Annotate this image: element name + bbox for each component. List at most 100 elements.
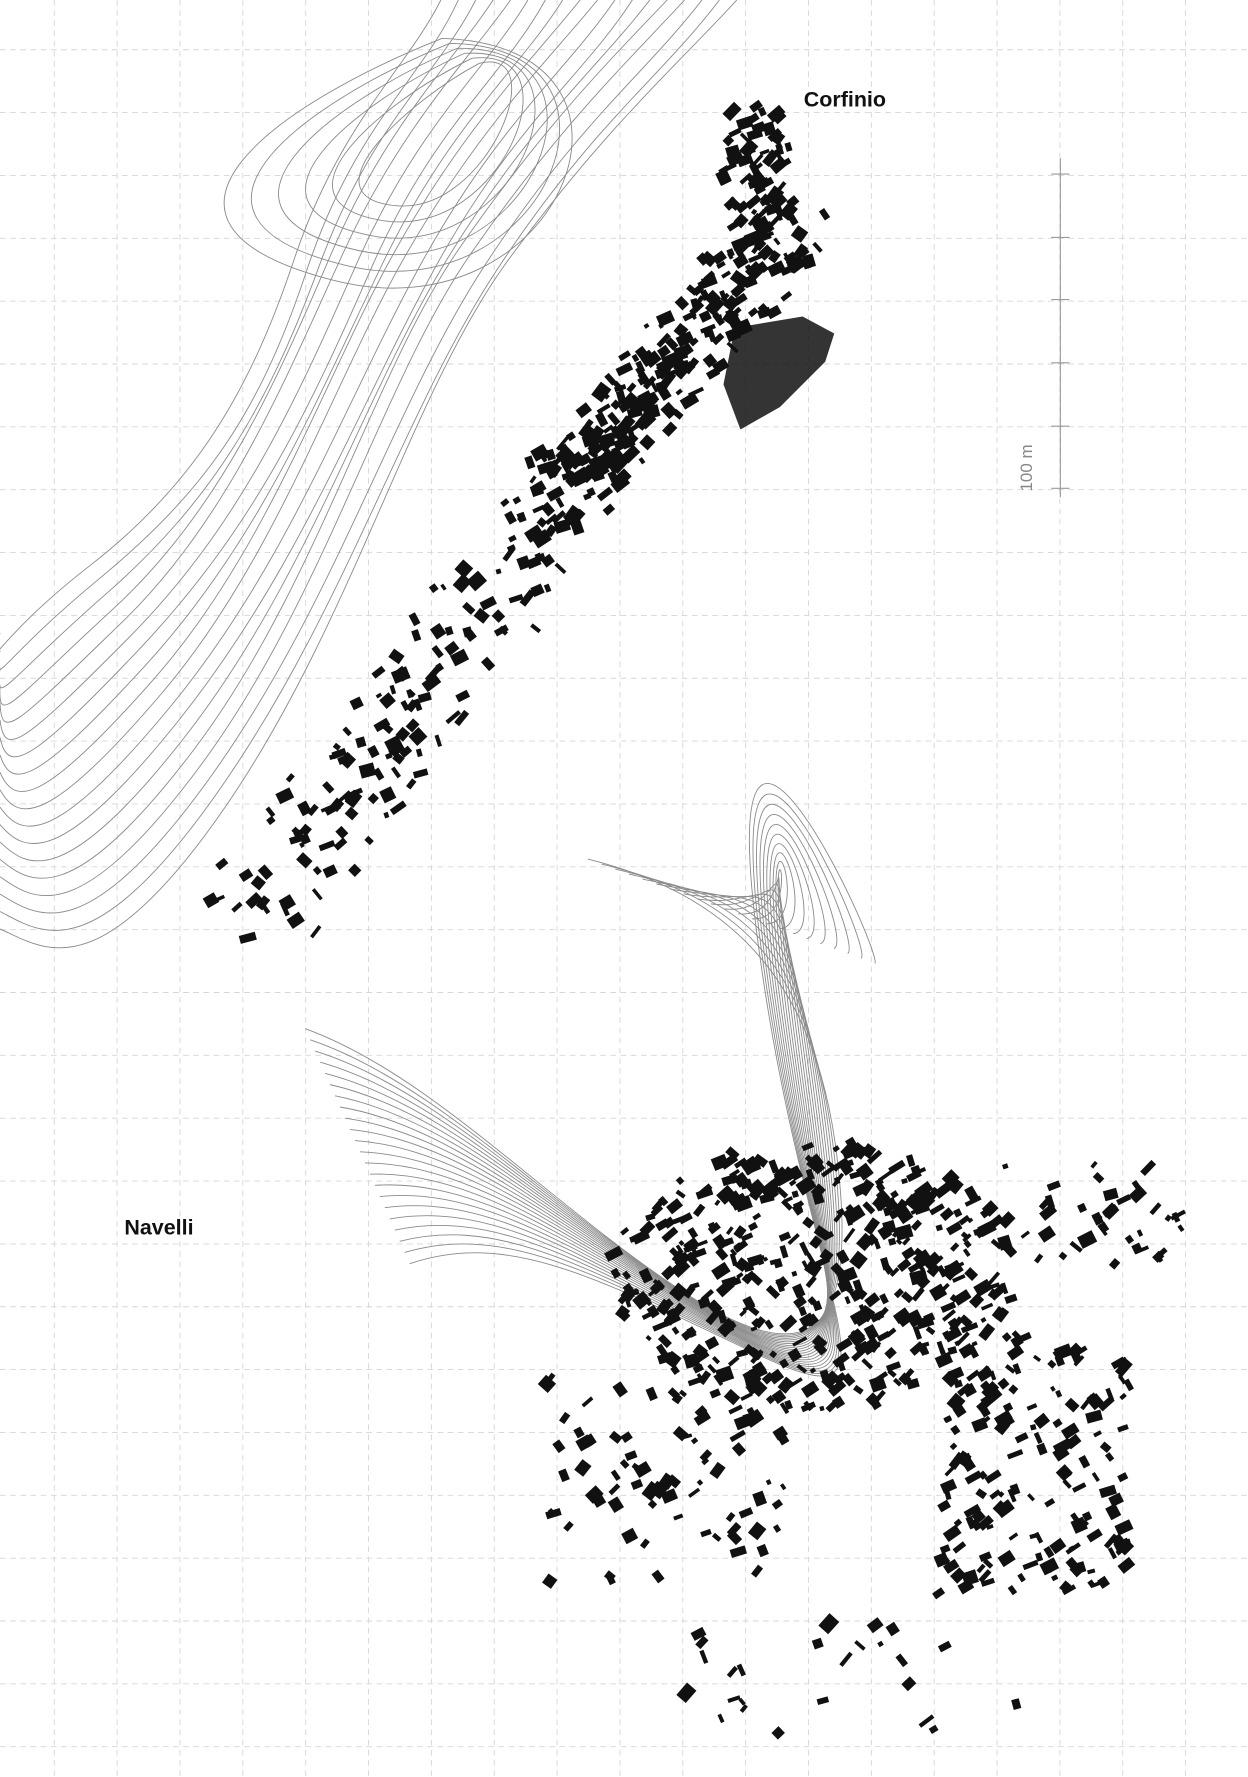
building [1069, 1563, 1083, 1578]
building [635, 365, 645, 376]
building [763, 1188, 779, 1203]
building [742, 1303, 756, 1312]
building [665, 337, 679, 351]
building [716, 1184, 737, 1205]
building [697, 1370, 712, 1385]
building [615, 390, 627, 406]
building [723, 1388, 741, 1406]
building [1077, 1202, 1088, 1214]
building [655, 358, 672, 371]
building [747, 307, 759, 318]
building [954, 1340, 961, 1347]
contour-line [0, 0, 616, 827]
building [764, 201, 783, 216]
building [610, 1267, 621, 1279]
building [278, 894, 296, 912]
building [889, 1199, 900, 1209]
building [769, 1350, 778, 1359]
building [656, 332, 671, 348]
building [1001, 1332, 1012, 1342]
building [717, 1309, 728, 1324]
building [832, 1145, 840, 1153]
building [726, 306, 742, 321]
building [1006, 1449, 1024, 1460]
building [749, 161, 760, 175]
building [801, 256, 812, 270]
building [711, 1261, 731, 1280]
building [661, 1226, 679, 1243]
building [778, 1231, 792, 1242]
building [858, 1178, 875, 1197]
building [646, 1304, 660, 1319]
building [978, 1365, 991, 1378]
building [778, 1434, 790, 1446]
building [662, 1216, 676, 1229]
building [901, 1178, 908, 1185]
building [516, 555, 532, 571]
building [845, 1203, 855, 1213]
building [887, 1237, 897, 1246]
building [880, 1257, 891, 1271]
building [888, 1159, 906, 1175]
building [1110, 1356, 1127, 1370]
building [658, 1195, 669, 1207]
building [297, 800, 312, 817]
building [375, 692, 383, 699]
building [466, 570, 488, 592]
building [773, 181, 787, 196]
building [745, 146, 756, 155]
building [900, 1368, 915, 1384]
building [791, 1270, 798, 1277]
building [784, 1399, 793, 1410]
building [388, 648, 405, 665]
building [612, 380, 625, 393]
building [910, 1219, 923, 1231]
building [695, 1239, 708, 1247]
building [390, 766, 402, 779]
building [608, 460, 623, 475]
building [1119, 1541, 1135, 1556]
building [750, 1325, 758, 1332]
building [907, 1261, 922, 1274]
buildings [202, 99, 1186, 1740]
building [673, 322, 689, 338]
building [594, 467, 610, 479]
building [725, 1226, 734, 1236]
building [626, 382, 637, 393]
building [547, 1507, 554, 1514]
building [804, 1180, 815, 1192]
building [747, 177, 765, 190]
building [779, 1358, 790, 1369]
building [729, 1545, 748, 1559]
contour-line [320, 873, 836, 1339]
building [415, 748, 423, 758]
building [299, 841, 305, 848]
building [379, 786, 397, 804]
building [574, 1459, 592, 1477]
building [993, 1418, 1011, 1436]
building [845, 1204, 866, 1224]
scale-bar: 100 m [1017, 158, 1070, 498]
building [454, 559, 474, 579]
building [744, 1270, 757, 1283]
building [855, 1162, 874, 1181]
contour-line [0, 0, 668, 879]
building [726, 1522, 742, 1538]
building [925, 1186, 941, 1204]
building [709, 1388, 721, 1399]
building [491, 609, 506, 623]
building [682, 310, 697, 322]
building [820, 1165, 835, 1178]
building [1060, 1422, 1080, 1440]
building [700, 1528, 712, 1538]
building [508, 593, 524, 604]
building [725, 1146, 740, 1161]
building [732, 253, 749, 269]
building [940, 1555, 951, 1565]
building [344, 789, 363, 809]
building [715, 1365, 735, 1384]
building [584, 1485, 604, 1504]
building [1006, 1344, 1025, 1361]
building [479, 595, 497, 611]
building [688, 1487, 701, 1498]
